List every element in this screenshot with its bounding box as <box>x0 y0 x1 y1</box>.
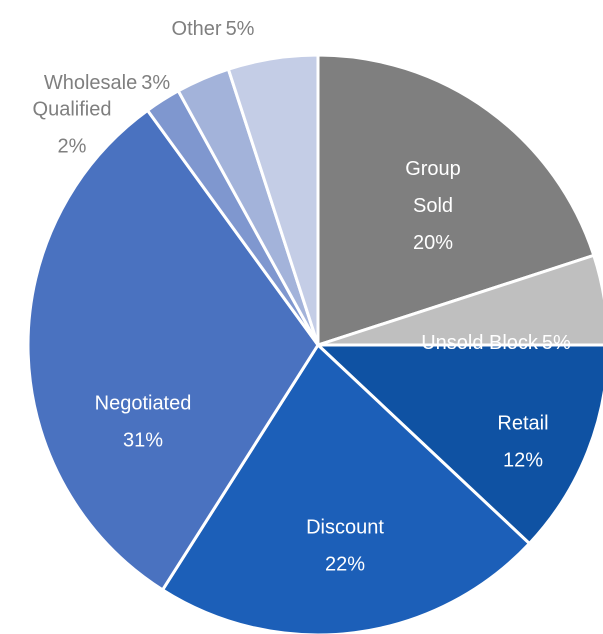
value-label: 12% <box>503 450 543 472</box>
category-label: Other <box>172 18 222 40</box>
value-label: 5% <box>542 332 571 354</box>
pie-slice <box>316 53 596 348</box>
slice-label: Qualified 2% <box>33 99 112 158</box>
slice-label: Other 5% <box>172 18 255 40</box>
category-label: Unsold Block <box>421 332 539 354</box>
slice-label: Wholesale 3% <box>44 72 171 94</box>
slice-label: Negotiated 31% <box>95 393 192 452</box>
category-label: Negotiated <box>95 393 192 415</box>
slice-label: Discount 22% <box>306 517 384 576</box>
value-label: 22% <box>325 554 365 576</box>
pie-slice <box>317 253 603 347</box>
slice-label: Unsold Block 5% <box>421 332 571 354</box>
pie-slice <box>314 343 603 546</box>
category-label: Retail <box>497 413 548 435</box>
slice-label: Group Sold 20% <box>405 158 461 254</box>
slice-label: Retail 12% <box>497 413 548 472</box>
category-label: Discount <box>306 517 384 539</box>
value-label: 20% <box>413 232 453 254</box>
category-label: Wholesale <box>44 72 137 94</box>
category-label-line: Group <box>405 158 461 180</box>
pie-slice <box>160 342 532 634</box>
pie-slice <box>226 53 320 346</box>
value-label: 5% <box>226 18 255 40</box>
value-label: 31% <box>123 430 163 452</box>
value-label: 2% <box>58 136 87 158</box>
pie-slice <box>26 108 320 592</box>
category-label: Group Sold <box>405 158 461 217</box>
category-label-line: Sold <box>413 195 453 217</box>
value-label: 3% <box>141 72 170 94</box>
category-label: Qualified <box>33 99 112 121</box>
